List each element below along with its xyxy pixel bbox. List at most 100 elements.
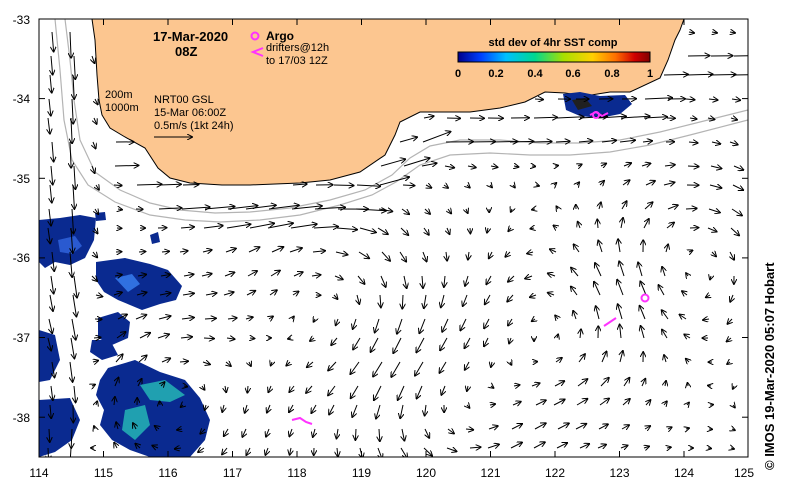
current-vector [95, 295, 102, 297]
current-vector [712, 32, 717, 33]
current-vector [293, 292, 299, 296]
current-vector [70, 141, 71, 168]
current-vector [577, 182, 579, 185]
current-vector [484, 337, 488, 346]
current-vector [246, 291, 255, 295]
current-vector [159, 293, 171, 295]
current-vector [444, 275, 445, 287]
current-vector [161, 358, 170, 362]
current-vector [731, 99, 740, 100]
x-tick-label: 123 [609, 466, 629, 480]
current-vector [423, 116, 434, 118]
current-vector [687, 166, 699, 167]
current-vector [69, 447, 72, 457]
x-tick-label: 116 [158, 466, 177, 480]
current-vector [731, 448, 734, 449]
current-vector [227, 318, 237, 319]
current-vector [94, 228, 98, 233]
current-vector [334, 295, 338, 299]
current-vector [490, 185, 492, 187]
current-vector [52, 141, 54, 162]
current-vector [643, 117, 667, 118]
current-vector [706, 295, 710, 297]
current-vector [622, 201, 627, 210]
current-vector [510, 362, 511, 365]
current-vector [373, 361, 383, 377]
current-vector [135, 444, 140, 448]
current-vector [115, 354, 123, 363]
current-vector [638, 263, 643, 277]
current-vector [351, 385, 359, 398]
current-vector [667, 447, 671, 448]
current-vector [417, 385, 423, 398]
current-vector [175, 448, 182, 449]
current-vector [289, 428, 292, 436]
drifters-label: drifters@12h [266, 42, 329, 54]
current-vector [733, 405, 735, 407]
current-vector [527, 252, 534, 254]
argo-legend-icon [250, 31, 260, 41]
current-vector [292, 317, 294, 319]
current-vector [664, 401, 667, 405]
x-tick-label: 118 [287, 466, 306, 480]
current-vector [419, 318, 426, 333]
current-vector [467, 386, 468, 391]
current-vector [355, 209, 386, 211]
current-vector [133, 423, 136, 430]
current-vector [48, 337, 51, 350]
current-vector [161, 382, 165, 386]
current-vector [668, 427, 672, 429]
current-vector [269, 316, 273, 319]
current-vector [116, 332, 126, 339]
current-vector [511, 209, 512, 212]
current-vector [709, 185, 721, 188]
current-vector [557, 423, 569, 430]
current-vector [376, 404, 381, 419]
current-vector [182, 293, 194, 295]
current-vector [355, 428, 356, 440]
current-vector [51, 275, 54, 294]
current-vector [447, 227, 450, 234]
current-vector [226, 224, 250, 229]
current-vector [306, 385, 313, 393]
x-tick-label: 124 [674, 466, 694, 480]
current-vector [508, 275, 515, 282]
current-vector [556, 117, 584, 118]
current-vector [689, 32, 694, 33]
current-vector [640, 282, 647, 296]
current-vector [248, 247, 259, 253]
current-vector [578, 222, 580, 229]
current-vector [686, 74, 713, 75]
current-vector [247, 271, 257, 277]
drifters-period: to 17/03 12Z [266, 55, 328, 67]
current-vector [314, 207, 345, 209]
product-label: NRT00 GSL [154, 94, 214, 106]
current-vector [597, 220, 598, 229]
current-vector [400, 227, 408, 235]
current-vector [74, 55, 75, 79]
current-vector [573, 311, 576, 320]
current-vector [138, 356, 147, 363]
analysis-time-label: 15-Mar 06:00Z [154, 107, 226, 119]
current-vector [617, 280, 624, 296]
current-vector [514, 166, 518, 167]
x-tick-label: 122 [545, 466, 565, 480]
current-vector [509, 141, 533, 142]
argo-float-marker [592, 111, 600, 119]
current-vector [578, 141, 592, 142]
current-vector [508, 228, 511, 231]
current-vector [688, 383, 689, 386]
current-vector [393, 337, 402, 353]
current-vector [289, 404, 293, 412]
colorbar-title: std dev of 4hr SST comp [489, 37, 618, 49]
current-vector [115, 378, 119, 387]
current-vector [446, 251, 447, 261]
current-vector [247, 385, 248, 393]
current-vector [391, 361, 401, 377]
current-vector [374, 385, 382, 400]
current-vector [50, 184, 52, 203]
current-vector [96, 185, 99, 190]
current-vector [155, 426, 159, 429]
current-vector [250, 338, 254, 339]
current-vector [311, 275, 320, 276]
